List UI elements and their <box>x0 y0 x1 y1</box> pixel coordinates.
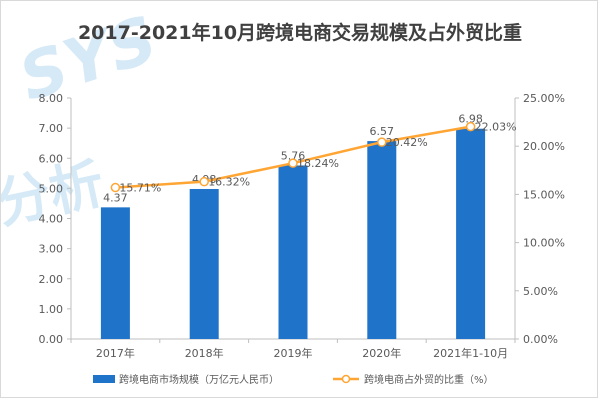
bar <box>456 128 486 339</box>
x-tick-label: 2018年 <box>185 346 224 360</box>
y-right-tick-label: 5.00% <box>523 285 558 298</box>
y-left-tick-label: 6.00 <box>39 152 64 165</box>
watermark-brand: SYS <box>11 3 166 116</box>
y-left-tick-label: 4.00 <box>39 213 64 226</box>
bar-value-label: 4.37 <box>103 191 128 204</box>
bar <box>278 165 308 339</box>
line-point <box>110 182 121 193</box>
y-right-tick-label: 15.00% <box>523 188 565 201</box>
y-left-tick-label: 3.00 <box>39 243 64 256</box>
x-tick-label: 2021年1-10月 <box>433 346 508 360</box>
y-left-tick-label: 1.00 <box>39 303 64 316</box>
y-right-tick-label: 20.00% <box>523 140 565 153</box>
y-right-tick-label: 25.00% <box>523 92 565 105</box>
line-value-label: 15.71% <box>119 182 161 195</box>
bars-group: 4.374.985.766.576.98 <box>100 113 486 339</box>
line-point <box>465 121 476 132</box>
y-left-tick-label: 8.00 <box>39 92 64 105</box>
line-point <box>199 176 209 187</box>
line-value-label: 16.32% <box>208 176 250 189</box>
y-right-tick-label: 10.00% <box>523 237 565 250</box>
legend-bar-label: 跨境电商市场规模（万亿元人民币） <box>119 373 279 386</box>
legend: 跨境电商市场规模（万亿元人民币） 跨境电商占外贸的比重（%） <box>93 373 494 386</box>
bar-value-label: 6.57 <box>370 125 395 138</box>
y-left-tick-label: 0.00 <box>39 333 64 346</box>
x-tick-label: 2020年 <box>362 346 401 360</box>
y-left-tick-label: 5.00 <box>39 182 64 195</box>
chart-title: 2017-2021年10月跨境电商交易规模及占外贸比重 <box>78 21 522 44</box>
legend-line-label: 跨境电商占外贸的比重（%） <box>364 373 494 386</box>
bar <box>100 207 130 339</box>
bar <box>189 188 219 339</box>
y-left-tick-label: 7.00 <box>39 122 64 135</box>
line-value-label: 22.03% <box>475 121 517 134</box>
axes-group: 0.00 1.00 2.00 3.00 4.00 5.00 6.00 7.00 8.00 0.00… <box>39 92 565 360</box>
legend-line-marker <box>341 374 351 384</box>
x-tick-label: 2019年 <box>274 346 313 360</box>
y-left-tick-label: 2.00 <box>39 273 64 286</box>
line-group: 15.71% 16.32% 18.24% 20.42% 22.03% <box>110 121 517 195</box>
line-value-label: 20.42% <box>386 136 428 149</box>
legend-bar-swatch <box>93 375 115 383</box>
line-point <box>288 158 298 168</box>
x-tick-label: 2017年 <box>96 346 135 360</box>
line-point <box>377 137 387 147</box>
bar-value-label: 6.98 <box>458 113 483 126</box>
bar-value-label: 5.76 <box>281 149 306 162</box>
bar <box>367 141 397 339</box>
line-value-label: 18.24% <box>297 157 339 170</box>
y-right-tick-label: 0.00% <box>523 333 558 346</box>
